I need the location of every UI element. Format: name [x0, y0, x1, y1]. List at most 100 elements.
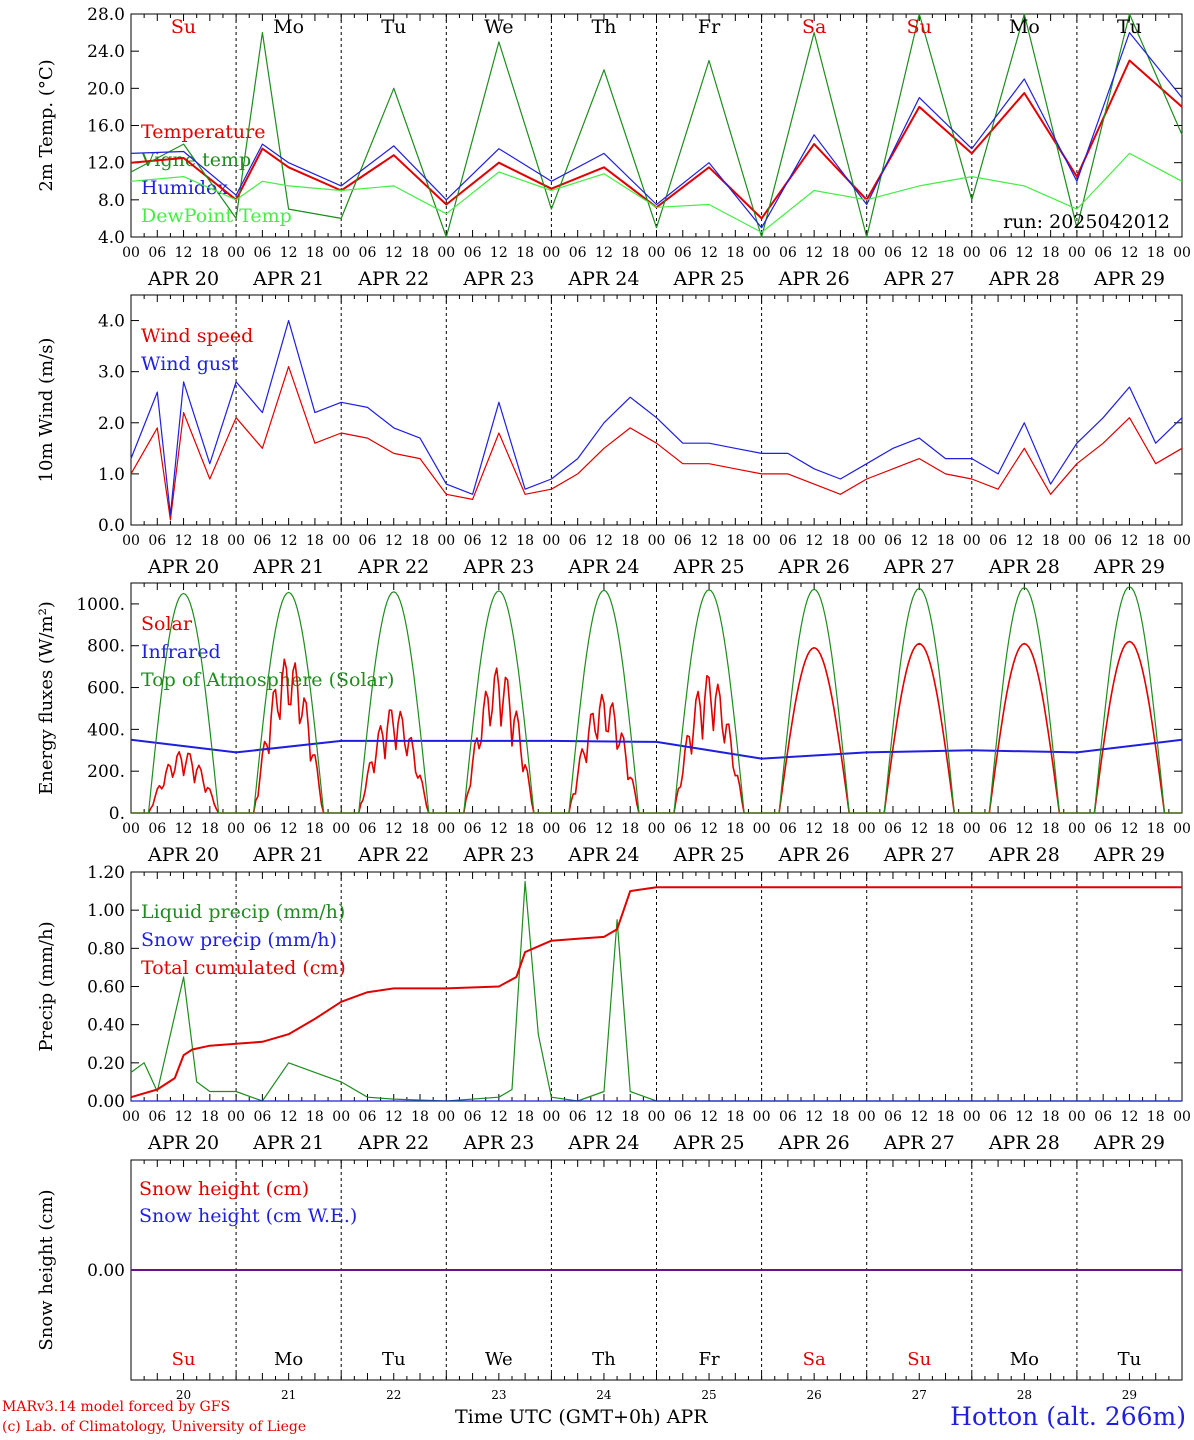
hour-tick-label: 00: [437, 1109, 455, 1125]
day-abbr: Tu: [1118, 1349, 1142, 1370]
hour-tick-label: 06: [674, 533, 692, 549]
hour-tick-label: 12: [385, 245, 403, 261]
hour-tick-label: 18: [1147, 533, 1165, 549]
hour-tick-label: 12: [805, 1109, 823, 1125]
hour-tick-label: 18: [201, 245, 219, 261]
hour-tick-label: 00: [1068, 821, 1086, 837]
legend-entry: Snow height (cm): [139, 1178, 309, 1200]
hour-tick-label: 00: [858, 821, 876, 837]
y-axis-label: Snow height (cm): [36, 1189, 57, 1350]
date-label: APR 27: [883, 844, 955, 866]
hour-tick-label: 18: [1147, 821, 1165, 837]
date-label: APR 29: [1093, 1132, 1165, 1154]
hour-tick-label: 18: [726, 533, 744, 549]
day-number: 24: [596, 1388, 612, 1402]
hour-tick-label: 00: [648, 533, 666, 549]
y-tick-label: 1.0: [98, 465, 125, 485]
date-label: APR 22: [357, 556, 429, 578]
date-label: APR 20: [147, 268, 219, 290]
hour-tick-label: 18: [1042, 245, 1060, 261]
date-label: APR 29: [1093, 268, 1165, 290]
date-label: APR 20: [147, 844, 219, 866]
series-line: [130, 886, 1182, 1099]
hour-tick-label: 12: [490, 821, 508, 837]
day-abbr: Sa: [802, 16, 826, 38]
hour-tick-label: 06: [674, 1109, 692, 1125]
date-label: APR 22: [357, 268, 429, 290]
day-abbr: We: [485, 1349, 513, 1370]
hour-tick-label: 12: [385, 821, 403, 837]
hour-tick-label: 00: [437, 245, 455, 261]
hour-tick-label: 00: [227, 533, 245, 549]
hour-tick-label: 06: [989, 1109, 1007, 1125]
day-number: 25: [701, 1388, 716, 1402]
hour-tick-label: 18: [411, 1109, 429, 1125]
hour-tick-label: 06: [674, 245, 692, 261]
date-label: APR 22: [357, 844, 429, 866]
hour-tick-label: 00: [963, 821, 981, 837]
hour-tick-label: 00: [648, 821, 666, 837]
date-label: APR 29: [1093, 556, 1165, 578]
y-tick-label: 1.00: [87, 901, 125, 921]
hour-tick-label: 12: [1015, 533, 1033, 549]
hour-tick-label: 06: [779, 821, 797, 837]
y-tick-label: 20.0: [87, 79, 125, 99]
hour-tick-label: 18: [516, 533, 534, 549]
hour-tick-label: 12: [700, 1109, 718, 1125]
day-abbr: Mo: [1009, 16, 1040, 38]
y-tick-label: 16.0: [87, 117, 125, 137]
hour-tick-label: 06: [359, 821, 377, 837]
hour-tick-label: 06: [989, 821, 1007, 837]
day-abbr: Tu: [381, 16, 406, 38]
hour-tick-label: 00: [963, 1109, 981, 1125]
hour-tick-label: 12: [595, 245, 613, 261]
model-credit: MARv3.14 model forced by GFS: [2, 1399, 231, 1415]
hour-tick-label: 06: [1094, 821, 1112, 837]
hour-tick-label: 06: [884, 1109, 902, 1125]
hour-tick-label: 00: [437, 821, 455, 837]
hour-tick-label: 00: [122, 1109, 140, 1125]
hour-tick-label: 12: [490, 245, 508, 261]
hour-tick-label: 12: [1015, 1109, 1033, 1125]
hour-tick-label: 06: [569, 821, 587, 837]
hour-tick-label: 00: [332, 1109, 350, 1125]
hour-tick-label: 18: [411, 245, 429, 261]
y-tick-label: 8.0: [98, 191, 125, 211]
hour-tick-label: 00: [1173, 821, 1191, 837]
day-number: 22: [386, 1388, 401, 1402]
date-label: APR 24: [567, 1132, 639, 1154]
date-label: APR 20: [147, 556, 219, 578]
legend-entry: Snow precip (mm/h): [141, 929, 337, 951]
hour-tick-label: 06: [148, 533, 166, 549]
hour-tick-label: 06: [253, 245, 271, 261]
y-tick-label: 400.: [87, 720, 125, 740]
date-label: APR 25: [673, 268, 745, 290]
date-label: APR 26: [778, 268, 850, 290]
hour-tick-label: 00: [122, 245, 140, 261]
hour-tick-label: 12: [280, 821, 298, 837]
hour-tick-label: 12: [175, 533, 193, 549]
date-label: APR 28: [988, 556, 1060, 578]
day-number: 21: [281, 1388, 296, 1402]
hour-tick-label: 06: [148, 1109, 166, 1125]
day-number: 20: [176, 1388, 191, 1402]
date-label: APR 27: [883, 556, 955, 578]
legend-entry: DewPoint Temp: [141, 205, 292, 227]
y-tick-label: 0.80: [87, 939, 125, 959]
hour-tick-label: 06: [1094, 533, 1112, 549]
date-label: APR 27: [883, 268, 955, 290]
hour-tick-label: 06: [884, 533, 902, 549]
hour-tick-label: 18: [621, 245, 639, 261]
hour-tick-label: 12: [280, 533, 298, 549]
hour-tick-label: 06: [989, 533, 1007, 549]
hour-tick-label: 12: [1121, 1109, 1139, 1125]
legend-entry: Solar: [141, 613, 193, 635]
date-label: APR 26: [778, 1132, 850, 1154]
hour-tick-label: 18: [201, 533, 219, 549]
hour-tick-label: 18: [1042, 533, 1060, 549]
hour-tick-label: 12: [385, 533, 403, 549]
hour-tick-label: 00: [1068, 533, 1086, 549]
hour-tick-label: 00: [858, 533, 876, 549]
y-tick-label: 1.20: [87, 863, 125, 883]
y-tick-label: 1000.: [76, 595, 125, 615]
